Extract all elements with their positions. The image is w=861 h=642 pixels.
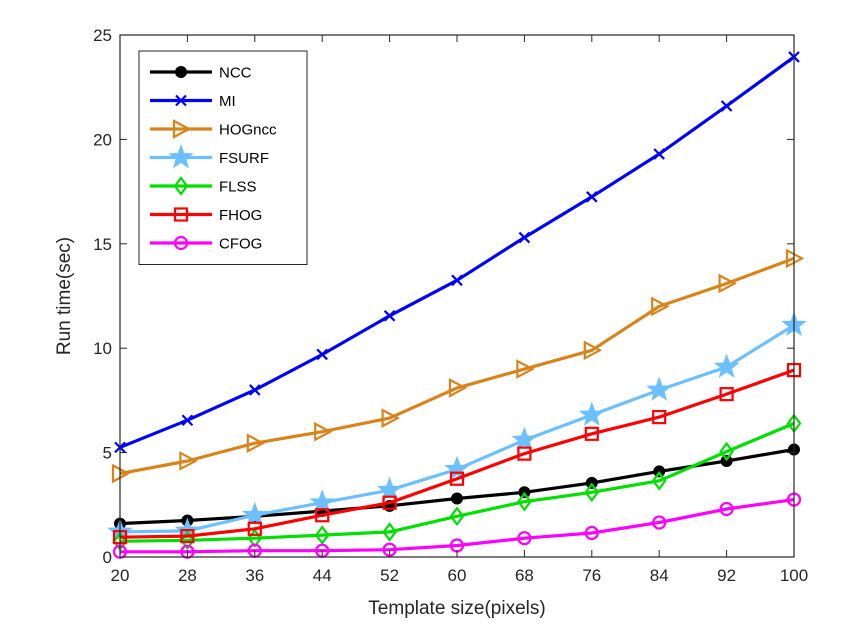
data-point-flss <box>314 525 330 545</box>
data-point-flss <box>382 522 397 542</box>
data-point-hogncc <box>314 421 333 442</box>
data-point-mi <box>653 148 665 160</box>
x-tick-label: 28 <box>178 566 197 585</box>
legend-label-hogncc: HOGncc <box>219 122 277 139</box>
y-tick-label: 0 <box>103 548 112 567</box>
data-point-mi <box>518 231 531 244</box>
legend-marker-hogncc <box>172 119 192 139</box>
legend-marker-fhog <box>173 207 189 222</box>
legend-label-mi: MI <box>219 93 236 110</box>
x-tick-label: 76 <box>582 566 601 585</box>
data-point-hogncc <box>583 340 603 361</box>
legend-marker-cfog <box>173 235 189 251</box>
series-line-flss <box>119 421 795 543</box>
data-point-flss <box>719 441 734 462</box>
data-point-cfog <box>652 515 667 530</box>
data-point-cfog <box>584 525 599 541</box>
legend: NCC MI HOGncc FSURF FLSS FHOG CFOG <box>138 50 308 265</box>
data-point-fhog <box>247 521 262 536</box>
data-point-fsurf <box>376 476 403 502</box>
x-tick-label: 44 <box>313 566 332 585</box>
data-point-fhog <box>652 410 667 425</box>
legend-marker-mi <box>175 94 187 107</box>
data-point-mi <box>249 384 261 396</box>
legend-item-flss: FLSS <box>150 176 257 196</box>
legend-marker-fsurf <box>168 144 194 169</box>
data-point-hogncc <box>516 359 535 379</box>
series-mi <box>114 51 800 454</box>
x-tick-label: 100 <box>780 566 808 585</box>
data-point-fhog <box>719 387 734 402</box>
data-point-hogncc <box>246 433 266 454</box>
legend-label-fsurf: FSURF <box>219 150 269 167</box>
data-point-fhog <box>315 508 330 523</box>
legend-item-mi: MI <box>150 93 236 110</box>
legend-label-flss: FLSS <box>219 179 257 196</box>
data-point-fhog <box>517 446 532 461</box>
data-point-cfog <box>719 501 734 517</box>
data-point-fhog <box>584 426 599 441</box>
series-line-hogncc <box>119 256 795 476</box>
x-tick-label: 52 <box>380 566 399 585</box>
data-point-ncc <box>451 492 463 505</box>
y-tick-label: 5 <box>103 444 112 463</box>
data-point-mi <box>383 310 396 322</box>
data-point-flss <box>449 506 465 527</box>
legend-item-fsurf: FSURF <box>150 144 269 169</box>
data-point-fsurf <box>713 353 740 378</box>
data-point-mi <box>451 274 463 287</box>
y-tick-label: 20 <box>93 130 112 149</box>
legend-label-cfog: CFOG <box>219 236 262 253</box>
x-tick-label: 84 <box>650 566 669 585</box>
axis-ticks-layer: 20 28 36 44 52 60 68 76 84 92 100 0 5 10 15 20 25 <box>93 26 808 585</box>
chart-series-layer <box>107 51 807 559</box>
y-tick-label: 10 <box>93 339 112 358</box>
data-point-cfog <box>517 531 532 546</box>
legend-item-hogncc: HOGncc <box>150 119 277 139</box>
series-fhog <box>112 363 802 545</box>
x-tick-label: 68 <box>515 566 534 585</box>
series-line-cfog <box>120 498 795 554</box>
data-point-cfog <box>180 544 195 559</box>
data-point-hogncc <box>179 451 198 471</box>
data-point-mi <box>720 100 733 112</box>
series-line-fhog <box>119 368 795 539</box>
data-point-hogncc <box>448 378 468 398</box>
data-point-flss <box>584 482 600 503</box>
y-tick-label: 15 <box>93 235 112 254</box>
legend-item-cfog: CFOG <box>150 236 262 253</box>
legend-item-fhog: FHOG <box>150 207 262 224</box>
legend-item-ncc: NCC <box>150 65 252 82</box>
legend-label-fhog: FHOG <box>219 207 262 224</box>
x-axis-title: Template size(pixels) <box>368 598 545 619</box>
data-point-fsurf <box>646 376 672 401</box>
data-point-mi <box>316 348 328 361</box>
data-point-mi <box>181 414 194 427</box>
data-point-fhog <box>449 471 465 486</box>
x-tick-label: 36 <box>245 566 264 585</box>
data-point-mi <box>586 191 598 203</box>
data-point-fsurf <box>242 501 268 527</box>
x-tick-label: 20 <box>111 566 130 585</box>
data-point-fsurf <box>511 426 538 451</box>
data-point-flss <box>517 491 532 512</box>
data-point-fsurf <box>444 455 470 481</box>
data-point-fsurf <box>309 489 335 514</box>
legend-marker-flss <box>173 176 189 196</box>
y-axis-title: Run time(sec) <box>54 237 75 355</box>
data-point-fsurf <box>579 401 605 426</box>
legend-label-ncc: NCC <box>219 65 252 82</box>
y-tick-label: 25 <box>93 26 112 45</box>
data-point-hogncc <box>381 408 400 428</box>
data-point-hogncc <box>718 273 737 294</box>
data-point-fhog <box>382 495 397 510</box>
x-tick-label: 60 <box>448 566 467 585</box>
series-cfog <box>112 492 802 559</box>
legend-marker-ncc <box>175 66 187 78</box>
data-point-fhog <box>180 529 195 544</box>
x-tick-label: 92 <box>717 566 736 585</box>
data-point-hogncc <box>651 296 670 317</box>
data-point-flss <box>651 470 667 491</box>
